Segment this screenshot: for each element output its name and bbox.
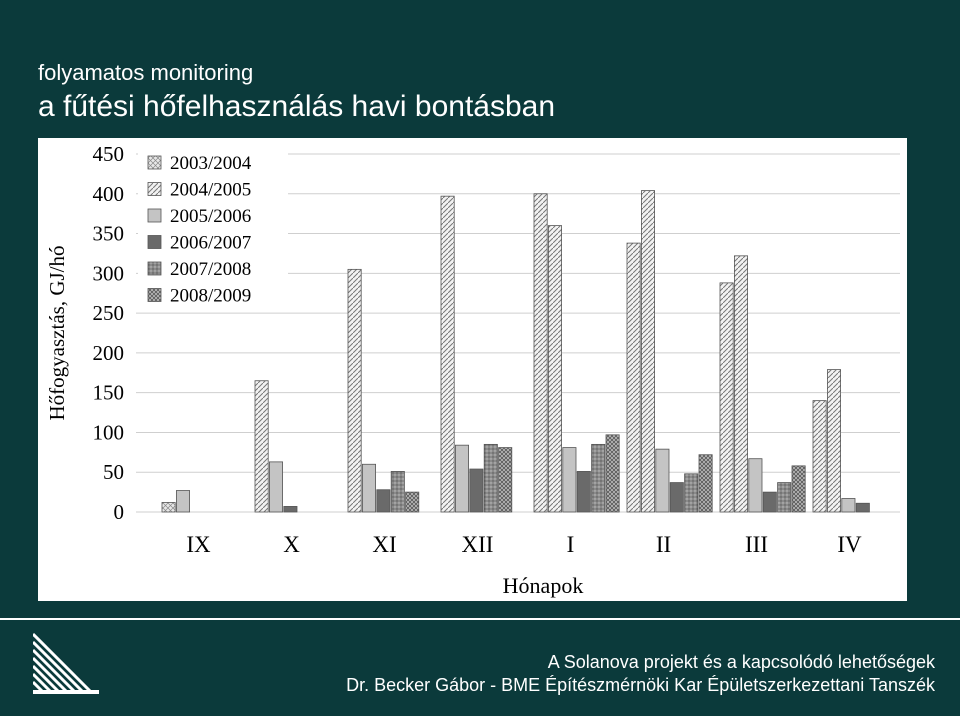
bar — [483, 443, 498, 513]
bar — [684, 473, 699, 513]
legend-label: 2004/2005 — [170, 180, 251, 201]
bar — [762, 491, 777, 513]
bar — [161, 502, 176, 513]
bar — [669, 482, 684, 513]
bar — [855, 502, 870, 513]
slide-subtitle: folyamatos monitoring — [38, 60, 254, 85]
bar — [748, 458, 763, 513]
bar — [361, 463, 376, 513]
legend-label: 2007/2008 — [170, 259, 251, 280]
x-tick-label: XII — [462, 532, 494, 557]
legend-swatch — [147, 235, 162, 249]
bar — [562, 447, 577, 513]
x-axis-label: Hónapok — [503, 573, 584, 598]
bar — [626, 242, 641, 513]
legend-label: 2006/2007 — [170, 233, 251, 254]
bar — [533, 193, 548, 513]
legend-swatch — [147, 182, 162, 196]
bar — [283, 506, 298, 513]
x-tick-label: IX — [186, 532, 211, 557]
bar — [268, 461, 283, 513]
bar — [390, 471, 405, 513]
legend-box — [138, 148, 288, 310]
bar — [841, 498, 856, 513]
y-tick-label: 150 — [93, 381, 125, 405]
bar — [576, 471, 591, 513]
y-tick-label: 300 — [93, 261, 125, 285]
bar — [440, 195, 455, 513]
bar — [376, 489, 391, 513]
y-tick-label: 50 — [103, 460, 124, 484]
x-tick-label: I — [567, 532, 575, 557]
legend-swatch — [147, 288, 162, 302]
bar — [734, 255, 749, 513]
bar — [791, 465, 806, 513]
bar — [454, 444, 469, 513]
bar — [469, 468, 484, 513]
bar — [254, 380, 269, 513]
bar — [605, 434, 620, 513]
y-tick-label: 350 — [93, 222, 125, 246]
bar — [591, 443, 606, 513]
bar — [719, 282, 734, 513]
bar — [175, 490, 190, 513]
bar — [827, 369, 842, 513]
x-tick-label: II — [656, 532, 671, 557]
bar — [698, 454, 713, 513]
footer-project-text: A Solanova projekt és a kapcsolódó lehet… — [547, 652, 935, 672]
y-tick-label: 100 — [93, 420, 125, 444]
y-tick-label: 200 — [93, 341, 125, 365]
legend-swatch — [147, 261, 162, 276]
legend-swatch — [147, 208, 162, 223]
bar — [547, 225, 562, 513]
legend-swatch — [147, 155, 162, 170]
x-tick-label: IV — [837, 532, 862, 557]
legend-label: 2003/2004 — [170, 153, 252, 174]
chart-container: 0 50 100 150 200 250 300 350 400 450 Hőfogyasztás,… — [38, 138, 907, 601]
y-tick-label: 250 — [93, 301, 125, 325]
bar — [405, 491, 420, 513]
slide-title: a fűtési hőfelhasználás havi bontásban — [38, 90, 556, 123]
footer-author-text: Dr. Becker Gábor - BME Építészmérnöki Ka… — [346, 675, 935, 695]
x-tick-label: III — [745, 532, 768, 557]
bar — [655, 448, 670, 513]
y-tick-label: 450 — [93, 142, 125, 166]
bar — [777, 482, 792, 513]
y-tick-label: 400 — [93, 182, 125, 206]
legend-label: 2008/2009 — [170, 286, 251, 307]
footer-divider — [0, 618, 960, 620]
bar — [498, 447, 513, 513]
bar — [641, 190, 656, 513]
y-tick-label: 0 — [114, 500, 125, 524]
legend-label: 2005/2006 — [170, 206, 251, 227]
y-axis-label: Hőfogyasztás, GJ/hó — [45, 246, 69, 421]
bar — [347, 268, 362, 513]
bme-logo-icon — [33, 632, 99, 694]
bar-chart: 0 50 100 150 200 250 300 350 400 450 Hőfogyasztás,… — [45, 142, 900, 598]
bar — [812, 400, 827, 513]
x-tick-label: XI — [372, 532, 396, 557]
x-tick-label: X — [283, 532, 300, 557]
